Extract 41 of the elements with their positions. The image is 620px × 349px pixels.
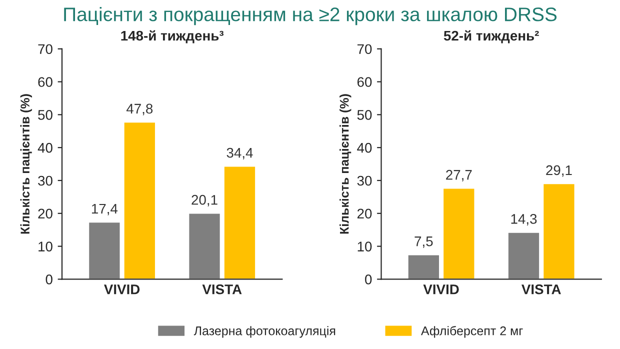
y-tick-label: 30 [357,176,372,186]
data-label: 17,4 [92,204,118,216]
y-axis-title: Кількість пацієнтів (%) [340,94,352,234]
chart-subtitle: 52-й тиждень² [444,30,539,44]
y-tick-label: 40 [38,142,52,153]
data-label: 7,5 [414,236,433,248]
y-tick-label: 30 [38,176,52,186]
bar [223,165,256,280]
y-tick-label: 70 [38,44,52,54]
x-tick-label: VIVID [423,284,459,294]
y-tick-label: 0 [46,274,52,284]
x-tick-label: VISTA [202,284,242,294]
x-tick-label: VISTA [522,284,561,294]
data-label: 14,3 [511,214,537,226]
y-tick-label: 20 [38,208,52,219]
chart-title: Пацієнти з покращенням на ≥2 кроки за шкалою DRSS [64,6,557,26]
bar [88,221,122,280]
y-tick-label: 70 [357,44,372,54]
data-label: 47,8 [126,104,153,116]
data-label: 34,4 [226,148,253,160]
y-axis-title: Кількість пацієнтів (%) [20,94,32,234]
data-label: 27,7 [446,170,472,182]
y-tick-label: 60 [38,77,52,87]
data-label: 29,1 [546,165,572,177]
bar [188,212,222,280]
y-tick-label: 0 [365,274,372,284]
legend-label: Лазерна фотокоагуляція [194,326,336,338]
y-tick-label: 10 [358,242,372,252]
chart-subtitle: 148-й тиждень³ [121,30,224,44]
bar [542,182,576,280]
legend-label: Афліберсепт 2 мг [420,326,523,338]
y-tick-label: 50 [38,110,52,120]
bar [507,231,540,280]
y-tick-label: 10 [38,242,52,252]
y-tick-label: 20 [357,208,372,219]
y-tick-label: 50 [357,110,372,120]
y-tick-label: 40 [357,142,372,153]
data-label: 20,1 [192,194,218,206]
bar [122,121,156,280]
y-tick-label: 60 [357,77,372,87]
x-tick-label: VIVID [104,284,140,294]
